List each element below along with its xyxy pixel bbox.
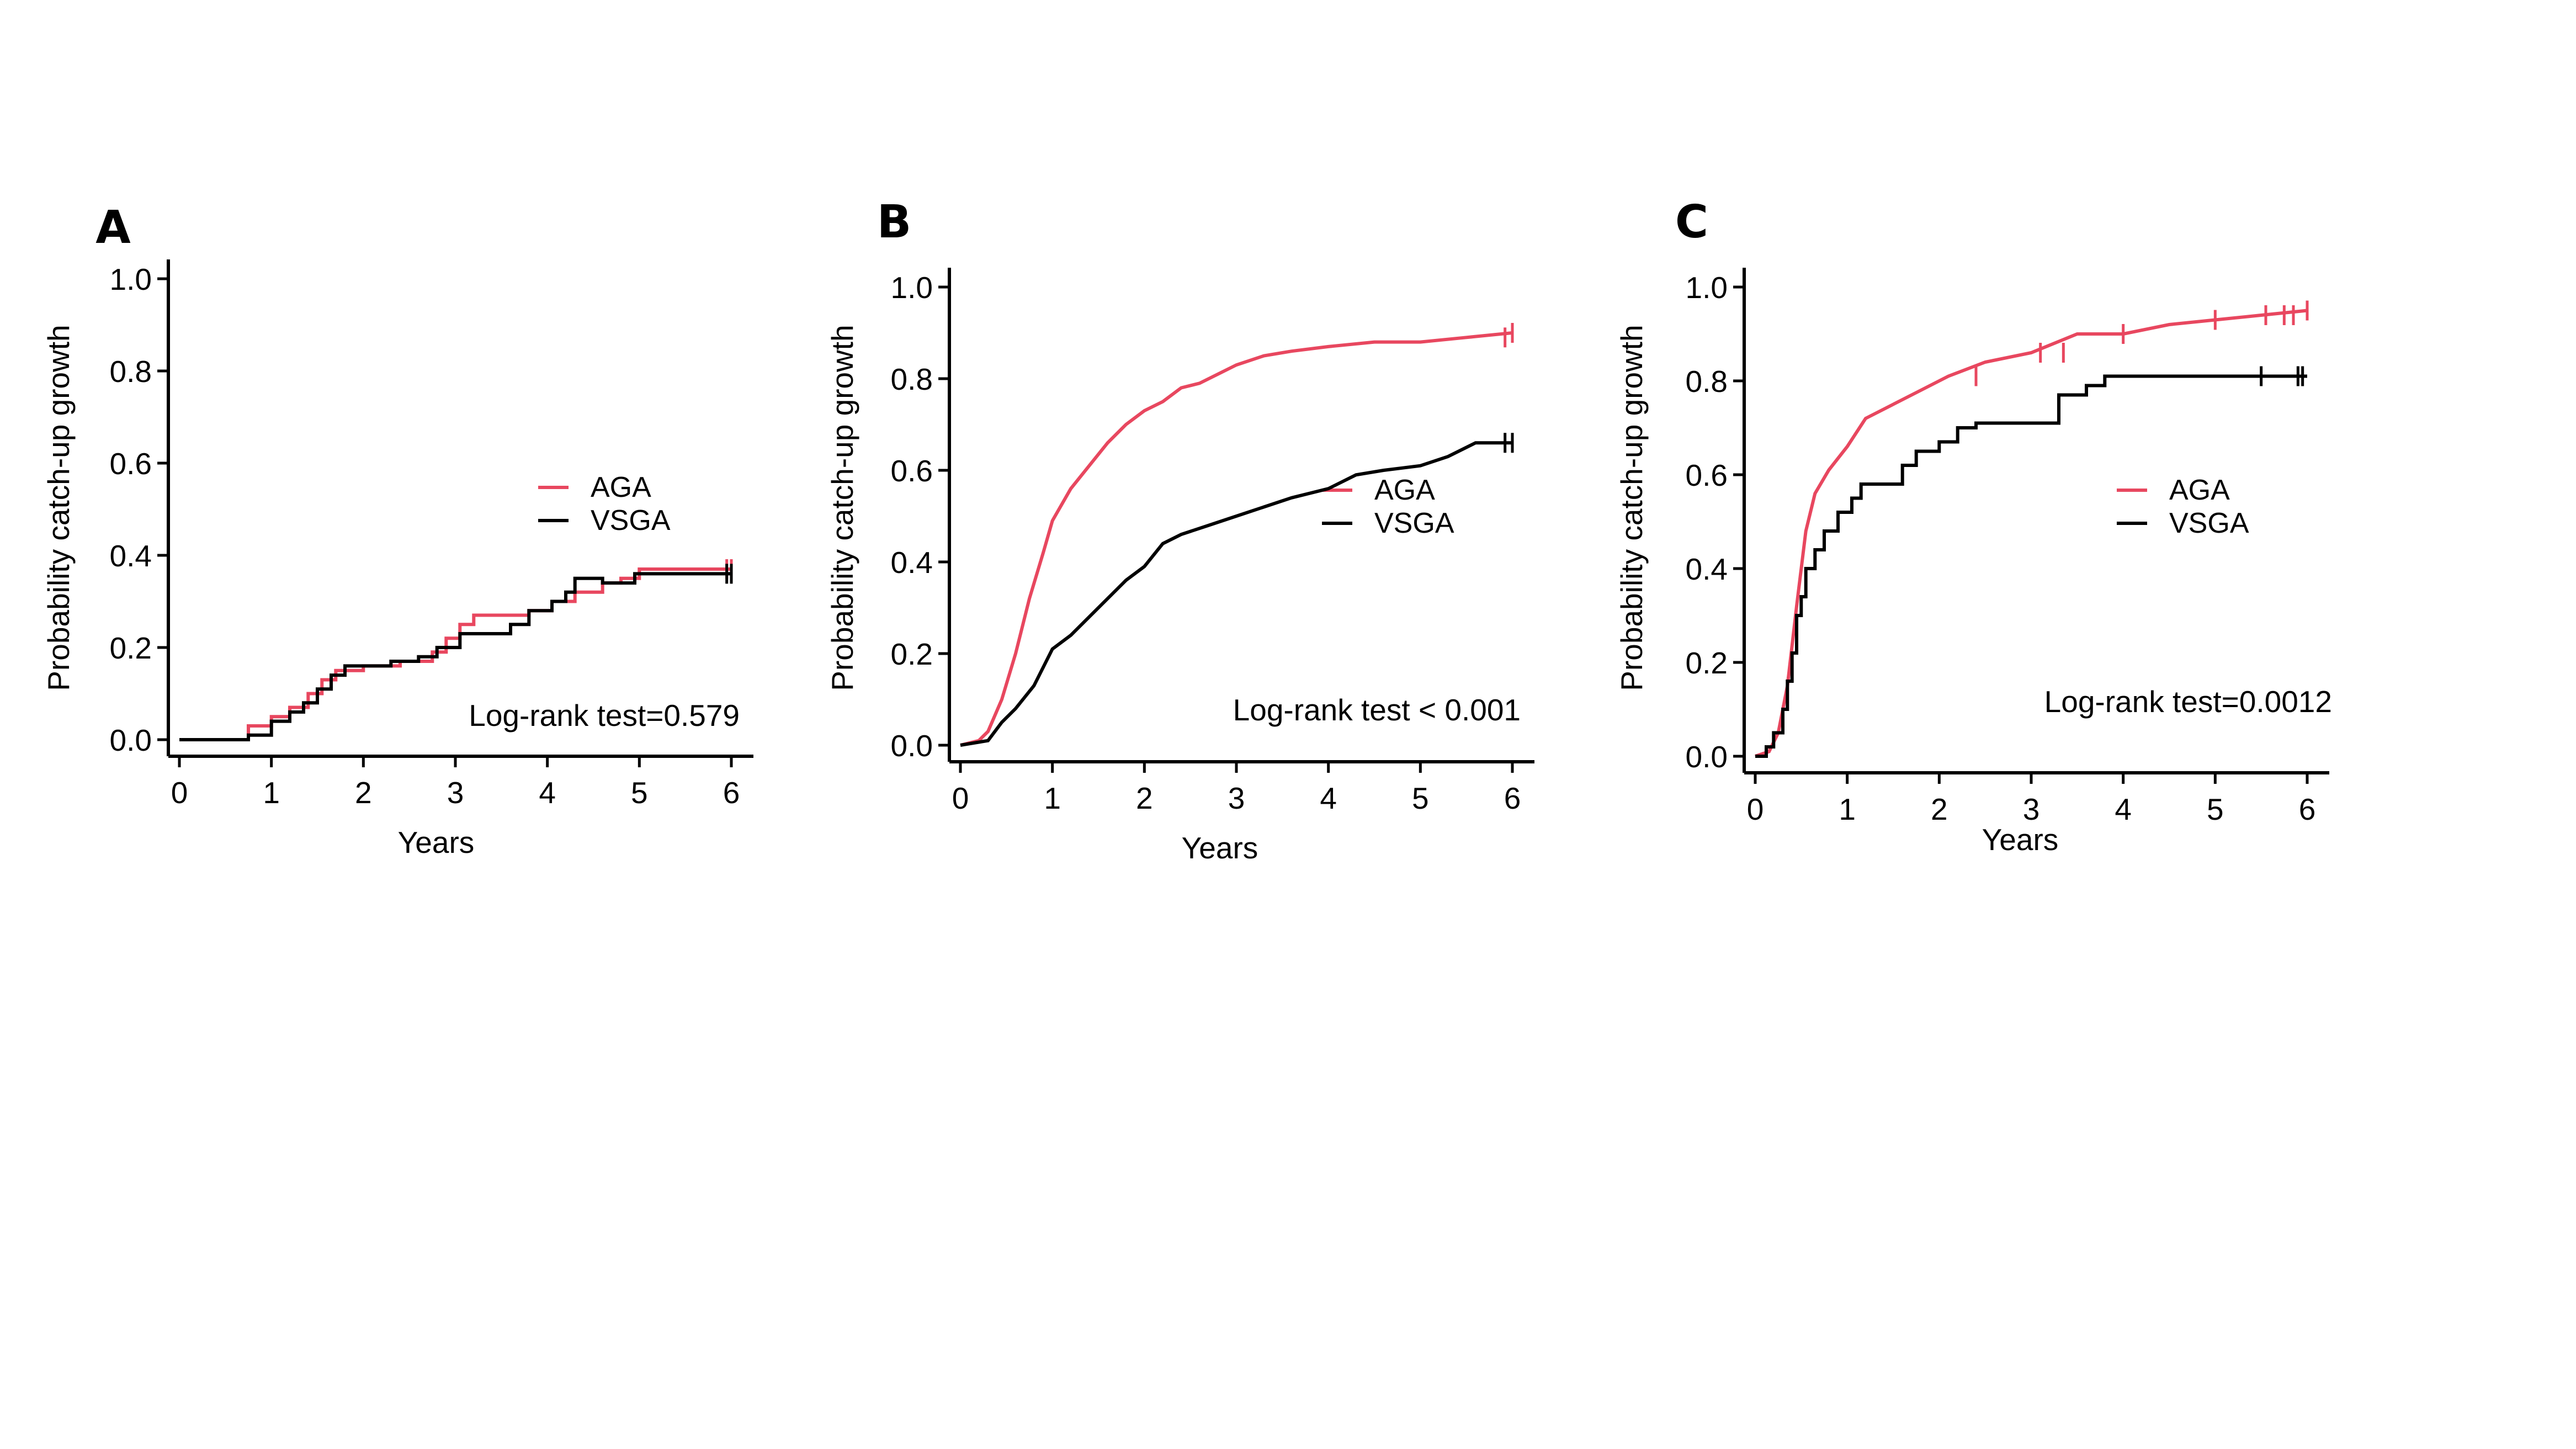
legend-label-vsga: VSGA bbox=[1374, 507, 1454, 539]
y-tick-label: 0.0 bbox=[110, 723, 152, 757]
legend-label-aga: AGA bbox=[1374, 474, 1435, 506]
chart-panel-c: C 0 1 2 3 4 5 6 0.0 0.2 0.4 0.6 0.8 1.0 Years Probabili… bbox=[1614, 196, 2332, 857]
y-tick-label: 0.6 bbox=[1686, 458, 1728, 492]
y-tick-label: 1.0 bbox=[891, 270, 933, 305]
x-tick-label: 1 bbox=[1839, 792, 1856, 826]
legend-label-aga: AGA bbox=[591, 471, 651, 503]
legend-label-vsga: VSGA bbox=[2169, 507, 2249, 539]
x-tick-label: 6 bbox=[1504, 781, 1521, 815]
chart-panel-a: A 0 1 2 3 4 5 6 0.0 0.2 0.4 0.6 0.8 1.0 Years Probabili… bbox=[41, 201, 753, 859]
log-rank-annotation: Log-rank test < 0.001 bbox=[1233, 693, 1521, 727]
x-tick-label: 1 bbox=[1044, 781, 1061, 815]
y-tick-label: 0.8 bbox=[891, 362, 933, 396]
y-tick-label: 0.6 bbox=[891, 454, 933, 488]
series-line-vsga bbox=[179, 572, 731, 741]
log-rank-annotation: Log-rank test=0.579 bbox=[469, 698, 740, 733]
x-tick-label: 6 bbox=[723, 776, 740, 810]
y-tick-label: 0.2 bbox=[1686, 646, 1728, 680]
y-tick-label: 0.0 bbox=[891, 729, 933, 763]
series-line-vsga bbox=[960, 441, 1512, 747]
series-line-vsga bbox=[1755, 374, 2307, 758]
x-axis-label: Years bbox=[398, 825, 475, 859]
x-tick-label: 4 bbox=[539, 776, 556, 810]
x-tick-label: 2 bbox=[1931, 792, 1948, 826]
x-tick-label: 3 bbox=[2023, 792, 2040, 826]
x-axis-label: Years bbox=[1982, 822, 2059, 857]
x-tick-label: 2 bbox=[355, 776, 372, 810]
legend-label-vsga: VSGA bbox=[591, 505, 671, 537]
series-line-aga bbox=[960, 331, 1513, 747]
y-tick-label: 0.4 bbox=[891, 545, 933, 580]
y-tick-label: 0.4 bbox=[1686, 552, 1728, 586]
x-tick-label: 5 bbox=[2207, 792, 2224, 826]
x-tick-label: 4 bbox=[1320, 781, 1337, 815]
y-axis-label: Probability catch-up growth bbox=[1614, 325, 1649, 691]
y-tick-label: 0.0 bbox=[1686, 740, 1728, 774]
x-axis-label: Years bbox=[1182, 831, 1258, 865]
x-tick-label: 6 bbox=[2299, 792, 2316, 826]
x-tick-label: 5 bbox=[631, 776, 648, 810]
y-tick-label: 0.4 bbox=[110, 539, 152, 573]
y-axis-label: Probability catch-up growth bbox=[825, 325, 859, 691]
panel-letter: B bbox=[877, 196, 912, 248]
log-rank-annotation: Log-rank test=0.0012 bbox=[2044, 684, 2332, 719]
y-tick-label: 0.2 bbox=[891, 637, 933, 671]
x-tick-label: 3 bbox=[447, 776, 464, 810]
x-tick-label: 1 bbox=[263, 776, 280, 810]
y-tick-label: 0.6 bbox=[110, 447, 152, 481]
series-line-aga bbox=[179, 567, 731, 741]
legend-label-aga: AGA bbox=[2169, 474, 2230, 506]
x-tick-label: 0 bbox=[171, 776, 188, 810]
y-tick-label: 0.2 bbox=[110, 631, 152, 665]
x-tick-label: 0 bbox=[1747, 792, 1764, 826]
panel-letter: C bbox=[1675, 196, 1708, 248]
y-tick-label: 1.0 bbox=[110, 262, 152, 296]
panel-letter: A bbox=[95, 201, 131, 254]
x-tick-label: 2 bbox=[1136, 781, 1153, 815]
chart-panels: A 0 1 2 3 4 5 6 0.0 0.2 0.4 0.6 0.8 1.0 Years Probabili… bbox=[41, 196, 2332, 865]
y-tick-label: 1.0 bbox=[1686, 270, 1728, 305]
y-tick-label: 0.8 bbox=[1686, 364, 1728, 399]
x-tick-label: 4 bbox=[2115, 792, 2132, 826]
chart-panel-b: B 0 1 2 3 4 5 6 0.0 0.2 0.4 0.6 0.8 1.0 Years Probabili… bbox=[825, 196, 1534, 865]
x-tick-label: 5 bbox=[1412, 781, 1429, 815]
y-tick-label: 0.8 bbox=[110, 354, 152, 389]
y-axis-label: Probability catch-up growth bbox=[41, 325, 76, 691]
x-tick-label: 3 bbox=[1228, 781, 1245, 815]
x-tick-label: 0 bbox=[952, 781, 969, 815]
